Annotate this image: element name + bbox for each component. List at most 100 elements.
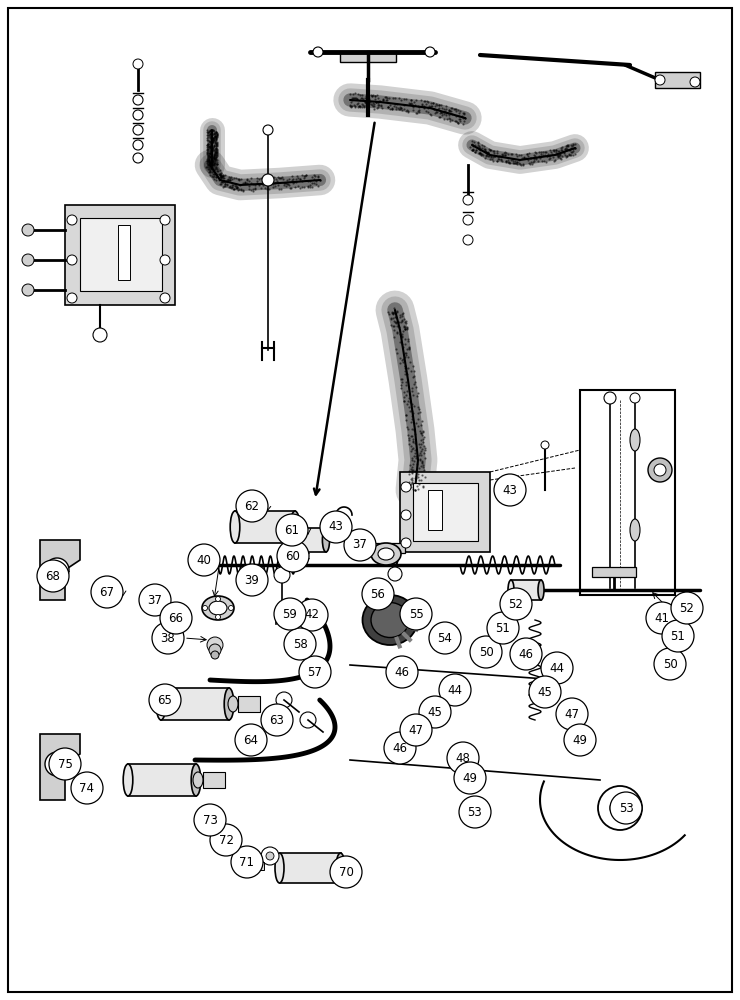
Point: [436, 107, 448, 123]
Bar: [413, 483, 478, 541]
Point: [241, 172, 253, 188]
Point: [391, 324, 403, 340]
Text: 74: 74: [79, 782, 95, 794]
Point: [410, 379, 422, 395]
Circle shape: [160, 215, 170, 225]
Point: [497, 147, 508, 163]
Circle shape: [211, 651, 219, 659]
Point: [399, 331, 411, 347]
Point: [405, 438, 417, 454]
Point: [346, 98, 358, 114]
Point: [219, 176, 231, 192]
Point: [204, 159, 215, 175]
Point: [211, 125, 223, 141]
Point: [407, 481, 419, 497]
Point: [303, 177, 315, 193]
Circle shape: [610, 792, 642, 824]
Point: [202, 136, 214, 152]
Point: [204, 126, 216, 142]
Point: [410, 450, 422, 466]
Point: [204, 149, 216, 165]
Point: [390, 314, 402, 330]
Point: [541, 148, 553, 164]
Point: [474, 147, 486, 163]
Point: [278, 177, 289, 193]
Point: [369, 96, 380, 112]
Circle shape: [262, 174, 274, 186]
Point: [450, 108, 462, 124]
Point: [206, 127, 218, 143]
Point: [357, 97, 369, 113]
Point: [560, 149, 572, 165]
Point: [531, 150, 542, 166]
Point: [204, 146, 215, 162]
Circle shape: [133, 140, 143, 150]
Point: [402, 427, 414, 443]
Point: [349, 99, 361, 115]
Point: [395, 92, 407, 108]
Point: [394, 326, 406, 342]
Bar: [80, 218, 162, 291]
Point: [466, 136, 478, 152]
Point: [211, 146, 223, 162]
Point: [409, 470, 421, 486]
Point: [485, 149, 497, 165]
Point: [495, 152, 507, 168]
Point: [209, 145, 221, 161]
Point: [395, 377, 407, 393]
Point: [556, 148, 568, 164]
Point: [397, 305, 409, 321]
Point: [396, 306, 408, 322]
Ellipse shape: [209, 601, 227, 615]
Point: [400, 91, 412, 107]
Point: [203, 138, 215, 154]
Point: [207, 126, 219, 142]
Point: [406, 441, 417, 457]
Point: [363, 92, 375, 108]
Point: [201, 124, 213, 140]
Point: [206, 131, 218, 147]
Point: [296, 167, 308, 183]
Circle shape: [276, 692, 292, 708]
Point: [497, 146, 508, 162]
Point: [416, 96, 428, 112]
Point: [402, 331, 414, 347]
Point: [416, 453, 428, 469]
Point: [360, 88, 371, 104]
Circle shape: [22, 284, 34, 296]
Point: [502, 152, 514, 168]
Point: [309, 175, 320, 191]
Point: [408, 363, 420, 379]
Point: [215, 168, 227, 184]
Point: [221, 176, 233, 192]
Point: [257, 177, 269, 193]
Point: [380, 92, 391, 108]
Point: [550, 144, 562, 160]
Point: [422, 94, 434, 110]
Point: [443, 102, 455, 118]
Point: [349, 85, 361, 101]
Circle shape: [160, 602, 192, 634]
Point: [468, 144, 480, 160]
Point: [417, 478, 428, 494]
Point: [553, 148, 565, 164]
Point: [219, 167, 231, 183]
Point: [212, 169, 224, 185]
Point: [356, 96, 368, 112]
Circle shape: [274, 567, 290, 583]
Point: [403, 390, 415, 406]
Point: [397, 313, 408, 329]
Point: [403, 466, 414, 482]
Point: [221, 172, 233, 188]
Point: [206, 135, 218, 151]
Point: [407, 102, 419, 118]
Point: [465, 142, 477, 158]
Point: [223, 172, 235, 188]
Point: [391, 303, 403, 319]
Bar: [428, 490, 442, 530]
Circle shape: [470, 636, 502, 668]
Point: [408, 435, 420, 451]
Point: [234, 177, 246, 193]
Circle shape: [263, 125, 273, 135]
Point: [507, 155, 519, 171]
